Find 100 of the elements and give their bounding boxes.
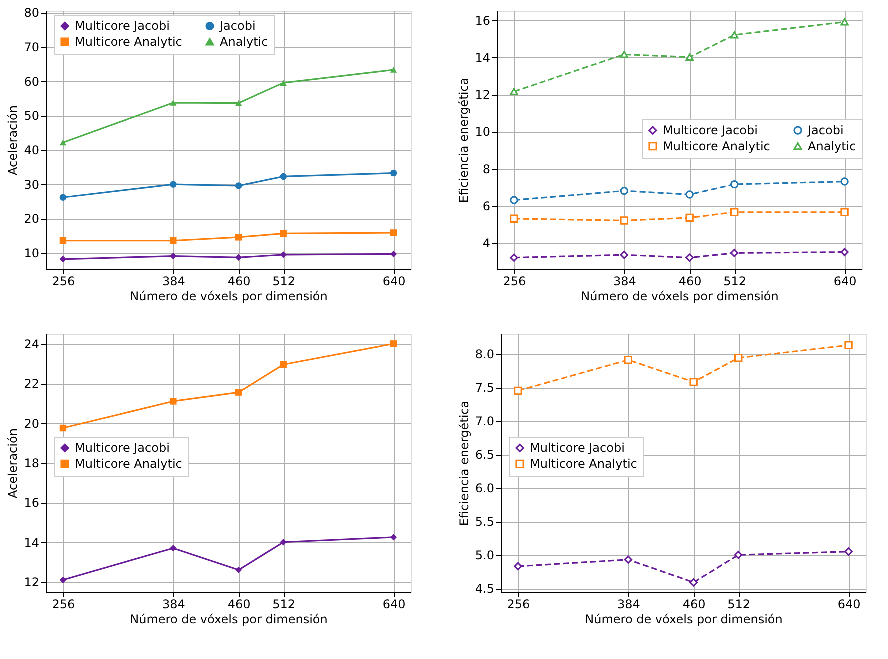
point bbox=[280, 539, 287, 546]
y-tick-label: 24 bbox=[24, 337, 40, 352]
legend-label: Multicore Analytic bbox=[663, 139, 770, 154]
point bbox=[390, 534, 398, 541]
legend-label: Multicore Jacobi bbox=[663, 124, 758, 138]
x-tick-label: 512 bbox=[724, 274, 747, 288]
y-tick-label: 5.0 bbox=[475, 548, 494, 563]
legend-label: Analytic bbox=[220, 35, 268, 49]
point bbox=[730, 208, 739, 216]
y-axis-title: Aceleración bbox=[6, 106, 20, 176]
x-tick-label: 640 bbox=[382, 598, 406, 612]
x-tick-label: 640 bbox=[838, 598, 861, 612]
x-tick-label: 512 bbox=[272, 274, 296, 288]
point bbox=[730, 249, 739, 258]
point bbox=[60, 424, 67, 432]
x-axis-title: Número de vóxels por dimensión bbox=[130, 612, 328, 626]
point bbox=[620, 50, 629, 58]
point bbox=[390, 67, 398, 73]
point bbox=[686, 214, 694, 222]
point bbox=[280, 361, 287, 368]
point bbox=[510, 214, 518, 223]
y-tick-label: 16 bbox=[24, 496, 40, 510]
y-tick-label: 8.0 bbox=[475, 348, 494, 362]
point bbox=[170, 181, 177, 188]
point bbox=[280, 230, 287, 238]
point bbox=[170, 100, 177, 106]
point bbox=[60, 576, 67, 584]
point bbox=[60, 194, 67, 201]
y-tick-label: 22 bbox=[24, 377, 40, 392]
y-tick-label: 50 bbox=[24, 109, 40, 124]
x-tick-label: 256 bbox=[507, 598, 530, 612]
y-tick-label: 20 bbox=[24, 416, 40, 431]
point bbox=[60, 238, 67, 244]
y-axis-title: Eficiencia energética bbox=[457, 400, 472, 526]
point bbox=[510, 254, 518, 262]
y-tick-label: 12 bbox=[475, 88, 490, 102]
point bbox=[235, 389, 242, 396]
point bbox=[235, 254, 242, 262]
x-tick-label: 256 bbox=[503, 274, 526, 288]
point bbox=[734, 551, 743, 560]
point bbox=[840, 18, 849, 26]
x-tick-label: 512 bbox=[728, 598, 751, 612]
y-tick-label: 8 bbox=[482, 162, 490, 176]
point bbox=[730, 180, 739, 189]
y-tick-label: 20 bbox=[24, 212, 40, 226]
point bbox=[844, 341, 853, 350]
point bbox=[510, 196, 518, 204]
y-tick-label: 60 bbox=[24, 74, 40, 89]
point bbox=[60, 140, 67, 146]
point bbox=[624, 356, 633, 364]
x-tick-label: 384 bbox=[617, 598, 640, 612]
point bbox=[690, 378, 698, 386]
legend-label: Multicore Jacobi bbox=[75, 441, 170, 456]
legend-label: Jacobi bbox=[219, 19, 256, 34]
point bbox=[170, 544, 177, 552]
x-axis-title: Número de vóxels por dimensión bbox=[585, 612, 783, 626]
point bbox=[280, 252, 287, 258]
x-tick-label: 384 bbox=[162, 274, 186, 288]
y-tick-label: 14 bbox=[475, 50, 490, 65]
point bbox=[235, 566, 242, 574]
point bbox=[280, 80, 287, 86]
legend-label: Multicore Analytic bbox=[530, 457, 638, 472]
legend-label: Jacobi bbox=[807, 124, 844, 138]
point bbox=[170, 238, 177, 244]
point bbox=[280, 173, 287, 180]
y-tick-label: 6.5 bbox=[475, 448, 494, 462]
x-tick-label: 460 bbox=[228, 274, 251, 288]
x-tick-label: 640 bbox=[834, 274, 857, 288]
x-tick-label: 640 bbox=[382, 274, 406, 288]
point bbox=[686, 190, 694, 199]
point bbox=[686, 254, 694, 262]
point bbox=[390, 230, 398, 236]
point bbox=[510, 88, 518, 96]
point bbox=[730, 31, 739, 39]
y-axis-title: Aceleración bbox=[6, 428, 20, 498]
point bbox=[840, 178, 849, 186]
legend-label: Multicore Jacobi bbox=[75, 19, 170, 34]
y-tick-label: 7.0 bbox=[475, 414, 494, 429]
y-axis-title: Eficiencia energética bbox=[457, 78, 472, 204]
x-axis-title: Número de vóxels por dimensión bbox=[130, 290, 328, 304]
y-tick-label: 18 bbox=[24, 456, 40, 470]
y-tick-label: 30 bbox=[24, 178, 40, 192]
x-tick-label: 460 bbox=[678, 274, 702, 288]
y-tick-label: 4 bbox=[482, 236, 490, 251]
point bbox=[620, 216, 629, 225]
y-tick-label: 12 bbox=[24, 576, 40, 590]
x-tick-label: 384 bbox=[613, 274, 636, 288]
x-tick-label: 460 bbox=[682, 598, 706, 612]
x-tick-label: 512 bbox=[272, 598, 296, 612]
y-tick-label: 6 bbox=[482, 199, 490, 214]
y-tick-label: 16 bbox=[475, 14, 490, 28]
point bbox=[840, 208, 849, 216]
y-tick-label: 10 bbox=[24, 246, 40, 260]
legend-label: Multicore Analytic bbox=[75, 457, 182, 472]
x-tick-label: 460 bbox=[228, 598, 251, 612]
point bbox=[734, 354, 743, 362]
point bbox=[170, 398, 177, 405]
point bbox=[620, 250, 629, 260]
point bbox=[844, 548, 853, 556]
y-tick-label: 70 bbox=[24, 40, 40, 55]
